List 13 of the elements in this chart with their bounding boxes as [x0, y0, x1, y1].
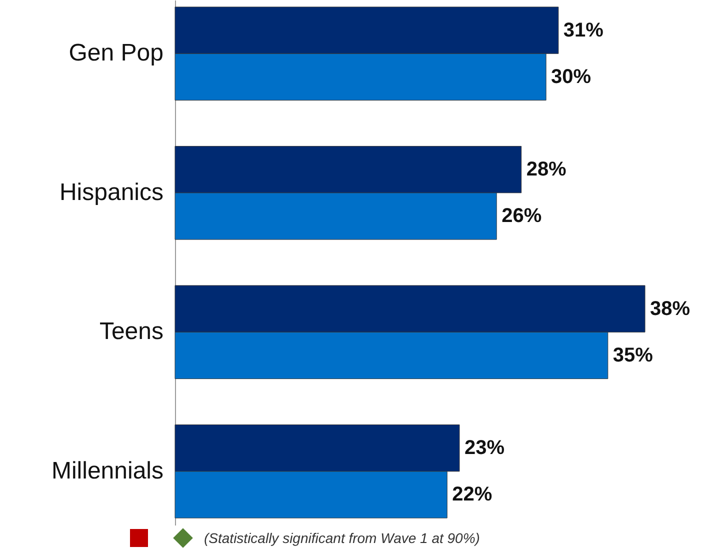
- data-label: 35%: [612, 344, 654, 366]
- data-label: 30%: [551, 66, 592, 88]
- y-tick-label: Teens: [99, 318, 164, 346]
- data-label: 31%: [563, 19, 604, 42]
- y-tick-label: Hispanics: [59, 178, 164, 206]
- y-tick-label: Gen Pop: [68, 40, 164, 67]
- data-label: 38%: [650, 298, 690, 320]
- data-label: 26%: [502, 205, 542, 228]
- data-label: 23%: [464, 437, 505, 460]
- text: (Statistically significant from Wave 1 at 90%): [204, 530, 480, 546]
- data-label: 22%: [452, 484, 492, 506]
- y-tick-label: Millennials: [51, 457, 164, 484]
- data-label: 28%: [526, 158, 567, 181]
